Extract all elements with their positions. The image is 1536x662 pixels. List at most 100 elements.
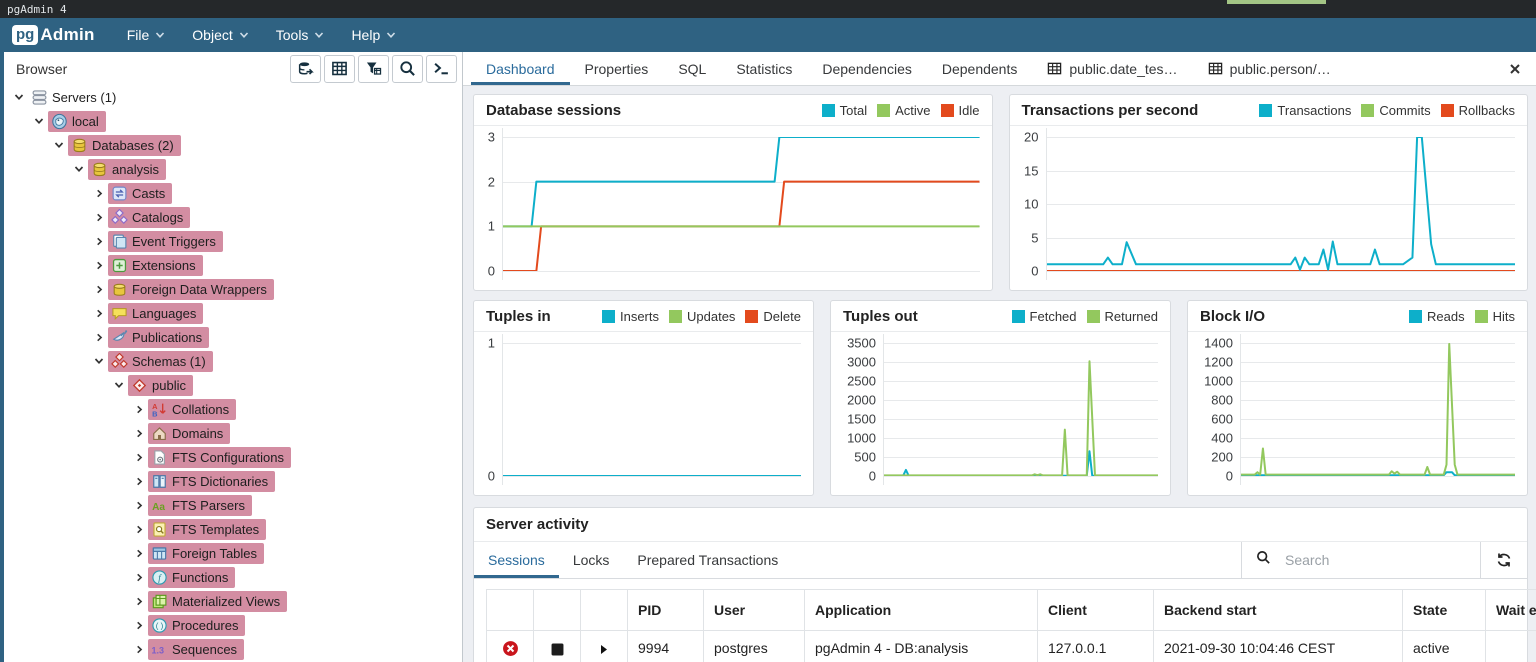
tree-item-fts-configurations[interactable]: FTS Configurations <box>4 445 462 469</box>
chevron-right-icon[interactable] <box>130 573 148 582</box>
tree-item-event-triggers[interactable]: Event Triggers <box>4 229 462 253</box>
tree-item-foreign-tables[interactable]: Foreign Tables <box>4 541 462 565</box>
tree-item-text: public <box>152 377 186 393</box>
catalog-icon <box>111 208 128 226</box>
database-sessions-header: Database sessions Total Active Idle <box>474 95 992 126</box>
chevron-right-icon[interactable] <box>130 429 148 438</box>
tree-item-domains[interactable]: Domains <box>4 421 462 445</box>
chevron-right-icon[interactable] <box>90 285 108 294</box>
menu-file[interactable]: File <box>127 27 166 43</box>
tab-public-person[interactable]: public.person/… <box>1193 52 1346 85</box>
tab-sql[interactable]: SQL <box>663 52 721 85</box>
tree-item-catalogs[interactable]: Catalogs <box>4 205 462 229</box>
tree-item-materialized-views[interactable]: Materialized Views <box>4 589 462 613</box>
chevron-right-icon[interactable] <box>90 261 108 270</box>
tree-item-label-wrap: Event Triggers <box>108 230 223 252</box>
expand-row-icon <box>599 644 609 655</box>
close-panel-button[interactable] <box>1494 52 1536 85</box>
y-tick-label: 0 <box>487 263 495 279</box>
menu-tools[interactable]: Tools <box>276 27 325 43</box>
chevron-right-icon[interactable] <box>90 237 108 246</box>
expand-row-button[interactable] <box>580 630 628 662</box>
y-tick-label: 2500 <box>847 373 876 389</box>
tree-item-collations[interactable]: A B Collations <box>4 397 462 421</box>
tree-item-schemas-1[interactable]: Schemas (1) <box>4 349 462 373</box>
legend-label: Transactions <box>1277 103 1352 118</box>
tree-item-functions[interactable]: f Functions <box>4 565 462 589</box>
database-connection-button[interactable] <box>290 54 321 83</box>
refresh-button[interactable] <box>1480 542 1527 578</box>
chevron-right-icon[interactable] <box>130 597 148 606</box>
search-objects-icon <box>399 60 416 77</box>
chevron-down-icon[interactable] <box>90 356 108 366</box>
tab-properties[interactable]: Properties <box>570 52 664 85</box>
chevron-down-icon[interactable] <box>30 116 48 126</box>
tree-item-fts-templates[interactable]: FTS Templates <box>4 517 462 541</box>
tab-statistics[interactable]: Statistics <box>721 52 807 85</box>
tab-dashboard[interactable]: Dashboard <box>471 52 570 85</box>
tab-public-date-tes[interactable]: public.date_tes… <box>1032 52 1192 85</box>
sa-tab-prepared-transactions[interactable]: Prepared Transactions <box>637 552 779 568</box>
tree-item-text: Sequences <box>172 641 238 657</box>
tree-item-public[interactable]: public <box>4 373 462 397</box>
gridline <box>1241 362 1515 363</box>
tree-item-text: Servers (1) <box>52 89 117 105</box>
tree-item-extensions[interactable]: Extensions <box>4 253 462 277</box>
search-input[interactable] <box>1283 551 1437 569</box>
tree-item-procedures[interactable]: ( ) Procedures <box>4 613 462 637</box>
tab-dependencies[interactable]: Dependencies <box>807 52 927 85</box>
tree-item-label-wrap: Schemas (1) <box>108 350 213 372</box>
chevron-down-icon[interactable] <box>110 380 128 390</box>
transactions-per-second-y-axis: 0 5 10 15 20 <box>1018 128 1046 280</box>
tree-item-foreign-data-wrappers[interactable]: Foreign Data Wrappers <box>4 277 462 301</box>
filter-button[interactable] <box>358 54 389 83</box>
chevron-right-icon[interactable] <box>130 645 148 654</box>
tree-item-servers-1[interactable]: Servers (1) <box>4 85 462 109</box>
cancel-query-icon <box>551 643 564 656</box>
psql-terminal-button[interactable] <box>426 54 457 83</box>
tree-item-casts[interactable]: Casts <box>4 181 462 205</box>
chevron-right-icon[interactable] <box>130 621 148 630</box>
chevron-down-icon <box>155 30 165 40</box>
search-objects-button[interactable] <box>392 54 423 83</box>
tree-item-label-wrap: Databases (2) <box>68 134 181 156</box>
tree-item-fts-dictionaries[interactable]: FTS Dictionaries <box>4 469 462 493</box>
session-search-box[interactable] <box>1241 542 1480 578</box>
tree-item-text: Collations <box>172 401 230 417</box>
tree-item-databases-2[interactable]: Databases (2) <box>4 133 462 157</box>
view-data-button[interactable] <box>324 54 355 83</box>
chevron-right-icon[interactable] <box>130 525 148 534</box>
terminate-session-button[interactable] <box>486 630 534 662</box>
chevron-down-icon[interactable] <box>50 140 68 150</box>
chevron-right-icon[interactable] <box>130 477 148 486</box>
legend-item-updates: Updates <box>669 309 735 324</box>
sa-tab-sessions[interactable]: Sessions <box>474 542 559 578</box>
chevron-right-icon[interactable] <box>130 501 148 510</box>
tree-item-analysis[interactable]: analysis <box>4 157 462 181</box>
tuples-out-header: Tuples out Fetched Returned <box>831 301 1170 332</box>
chevron-right-icon[interactable] <box>90 333 108 342</box>
chevron-right-icon[interactable] <box>90 213 108 222</box>
chevron-down-icon[interactable] <box>10 92 28 102</box>
sa-tab-locks[interactable]: Locks <box>572 552 610 568</box>
chevron-right-icon[interactable] <box>130 549 148 558</box>
svg-text:( ): ( ) <box>156 621 164 630</box>
tree-item-text: FTS Parsers <box>172 497 245 513</box>
chevron-right-icon[interactable] <box>130 453 148 462</box>
chevron-right-icon[interactable] <box>90 189 108 198</box>
menu-object[interactable]: Object <box>192 27 248 43</box>
tree-item-publications[interactable]: Publications <box>4 325 462 349</box>
tree-item-sequences[interactable]: 1.3 Sequences <box>4 637 462 661</box>
tab-dependents[interactable]: Dependents <box>927 52 1033 85</box>
chevron-right-icon[interactable] <box>90 309 108 318</box>
chevron-right-icon[interactable] <box>130 405 148 414</box>
tree-item-local[interactable]: local <box>4 109 462 133</box>
tree-item-languages[interactable]: Languages <box>4 301 462 325</box>
tree-item-text: Casts <box>132 185 166 201</box>
menu-help[interactable]: Help <box>351 27 396 43</box>
cancel-query-button[interactable] <box>533 630 581 662</box>
chevron-down-icon[interactable] <box>70 164 88 174</box>
tree-item-fts-parsers[interactable]: Aa FTS Parsers <box>4 493 462 517</box>
legend-item-total: Total <box>821 103 867 118</box>
